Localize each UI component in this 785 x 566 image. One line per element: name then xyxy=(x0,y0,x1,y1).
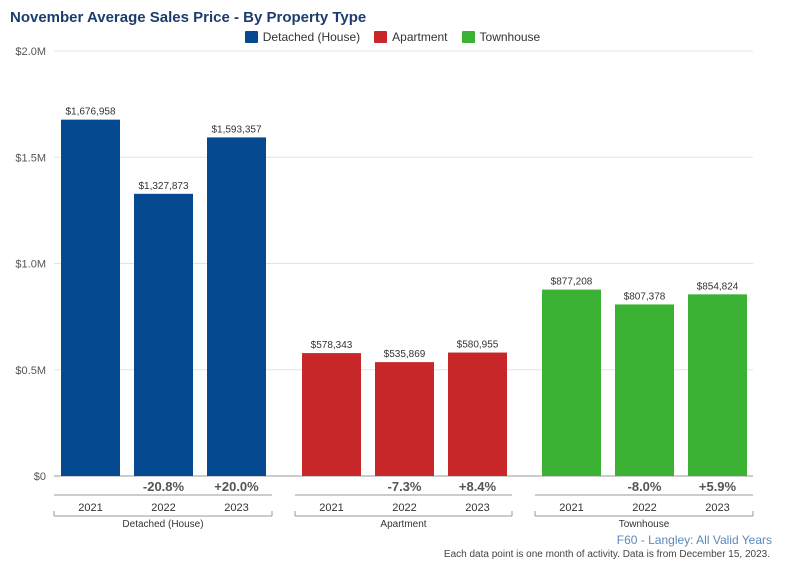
bar xyxy=(302,353,361,476)
x-tick-label: 2021 xyxy=(559,502,583,514)
x-tick-label: 2023 xyxy=(465,502,489,514)
y-tick-label: $1.5M xyxy=(15,152,46,164)
legend-item-townhouse[interactable]: Townhouse xyxy=(461,30,541,44)
y-tick-label: $0 xyxy=(34,471,46,483)
bar xyxy=(688,294,747,476)
bar xyxy=(134,193,193,477)
x-tick-label: 2023 xyxy=(224,502,248,514)
legend: Detached (House) Apartment Townhouse xyxy=(0,30,785,44)
legend-swatch-detached xyxy=(244,31,258,43)
bar-value-label: $854,824 xyxy=(697,281,739,292)
bar xyxy=(448,352,507,476)
change-label: -8.0% xyxy=(628,479,662,494)
legend-item-detached[interactable]: Detached (House) xyxy=(244,30,361,44)
bar-value-label: $578,343 xyxy=(311,340,353,351)
legend-item-apartment[interactable]: Apartment xyxy=(374,30,448,44)
bar-value-label: $580,955 xyxy=(457,340,499,351)
bar-value-label: $535,869 xyxy=(384,349,426,360)
y-tick-label: $0.5M xyxy=(15,365,46,377)
group-label: Townhouse xyxy=(619,519,670,530)
bar-value-label: $1,676,958 xyxy=(65,107,115,118)
bar xyxy=(61,119,120,476)
group-label: Detached (House) xyxy=(122,519,203,530)
x-tick-label: 2022 xyxy=(151,502,175,514)
change-label: +8.4% xyxy=(459,479,497,494)
y-tick-label: $1.0M xyxy=(15,259,46,271)
group-label: Apartment xyxy=(380,519,426,530)
bar-value-label: $1,593,357 xyxy=(211,124,261,135)
bar-value-label: $807,378 xyxy=(624,291,666,302)
x-tick-label: 2021 xyxy=(78,502,102,514)
bar xyxy=(542,289,601,476)
bar xyxy=(615,304,674,476)
footnote: Each data point is one month of activity… xyxy=(443,549,770,560)
chart-title: November Average Sales Price - By Proper… xyxy=(10,9,367,26)
legend-swatch-apartment xyxy=(374,31,388,43)
change-label: +5.9% xyxy=(699,479,737,494)
legend-label-townhouse: Townhouse xyxy=(479,30,541,44)
change-label: +20.0% xyxy=(214,479,259,494)
x-tick-label: 2023 xyxy=(705,502,729,514)
y-tick-label: $2.0M xyxy=(15,46,46,58)
x-tick-label: 2021 xyxy=(319,502,343,514)
legend-swatch-townhouse xyxy=(461,31,475,43)
bar xyxy=(375,362,434,476)
change-label: -7.3% xyxy=(388,479,422,494)
legend-label-detached: Detached (House) xyxy=(262,30,361,44)
bar-value-label: $1,327,873 xyxy=(138,181,188,192)
bar xyxy=(207,137,266,477)
x-tick-label: 2022 xyxy=(392,502,416,514)
x-tick-label: 2022 xyxy=(632,502,656,514)
legend-label-apartment: Apartment xyxy=(392,30,448,44)
source-link[interactable]: F60 - Langley: All Valid Years xyxy=(616,533,772,547)
change-label: -20.8% xyxy=(143,479,185,494)
bar-value-label: $877,208 xyxy=(551,277,593,288)
